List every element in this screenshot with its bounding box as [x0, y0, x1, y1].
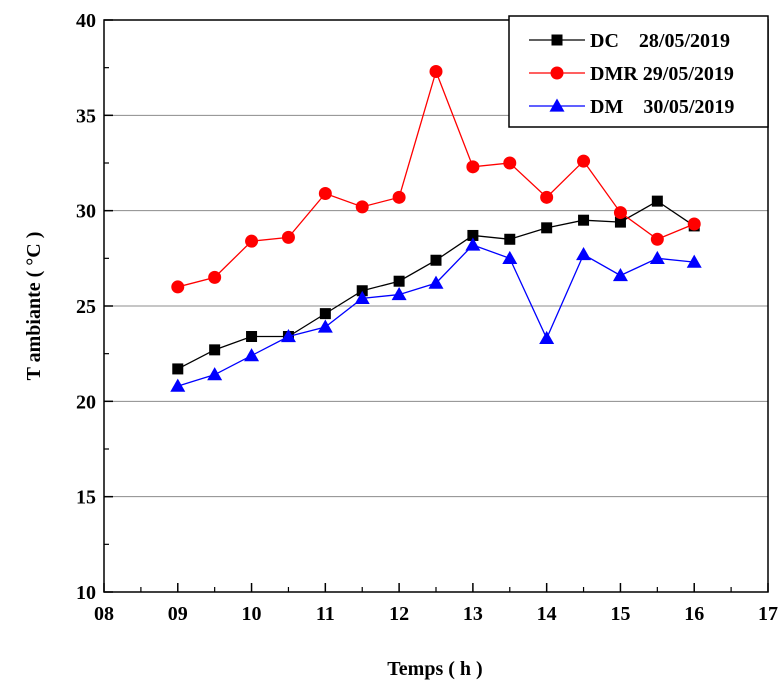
- x-tick-labels: 08 09 10 11 12 13 14 15 16 17: [94, 603, 778, 625]
- data-point: [318, 187, 332, 201]
- data-point: [391, 287, 407, 301]
- legend-entry: DMR 29/05/2019: [529, 63, 734, 85]
- data-point: [429, 64, 443, 78]
- y-tick-label: 10: [76, 582, 96, 604]
- data-point: [577, 154, 591, 168]
- data-point: [541, 222, 553, 234]
- data-point: [502, 250, 518, 264]
- x-tick-label: 08: [94, 603, 114, 625]
- data-point: [245, 234, 259, 248]
- data-point: [207, 367, 223, 381]
- x-tick-label: 09: [168, 603, 188, 625]
- data-point: [355, 200, 369, 214]
- data-point: [392, 190, 406, 204]
- legend-marker: [549, 98, 565, 112]
- legend-label: DMR 29/05/2019: [590, 63, 734, 85]
- data-point: [576, 247, 592, 261]
- data-point: [614, 216, 626, 228]
- legend-label: DC 28/05/2019: [590, 30, 730, 52]
- legend-marker: [551, 34, 563, 46]
- data-point: [650, 232, 664, 246]
- x-tick-label: 16: [684, 603, 704, 625]
- grid-lines: [104, 114, 768, 498]
- data-point: [354, 290, 370, 304]
- data-point: [246, 331, 258, 343]
- series-line: [177, 244, 695, 387]
- x-tick-label: 12: [389, 603, 409, 625]
- data-point: [244, 348, 260, 362]
- x-tick-label: 13: [463, 603, 483, 625]
- x-tick-label: 15: [610, 603, 630, 625]
- data-point: [578, 214, 590, 226]
- data-point: [170, 378, 186, 392]
- data-point: [503, 156, 517, 170]
- data-point: [317, 319, 333, 333]
- y-axis-title: T ambiante ( °C ): [23, 232, 45, 381]
- data-point: [540, 190, 554, 204]
- series-circle: [171, 64, 701, 294]
- legend-entry: DC 28/05/2019: [529, 30, 730, 52]
- data-point: [613, 206, 627, 220]
- y-tick-labels: 10 15 20 25 30 35 40: [76, 10, 96, 604]
- data-point: [612, 267, 628, 282]
- data-point: [209, 344, 221, 356]
- y-tick-label: 25: [76, 296, 96, 318]
- data-point: [465, 237, 481, 251]
- legend-marker: [550, 66, 564, 80]
- data-point: [281, 230, 295, 244]
- data-point: [428, 275, 444, 289]
- x-axis-title: Temps ( h ): [387, 658, 482, 680]
- tick-marks: [103, 19, 769, 593]
- data-point: [430, 254, 442, 266]
- data-point: [686, 254, 702, 268]
- legend-label: DM 30/05/2019: [590, 96, 734, 118]
- data-point: [504, 233, 516, 245]
- series-square: [172, 195, 700, 375]
- data-point: [171, 280, 185, 294]
- data-series: [170, 64, 702, 392]
- x-tick-label: 14: [537, 603, 557, 625]
- y-tick-label: 35: [76, 105, 96, 127]
- data-point: [687, 217, 701, 231]
- data-point: [651, 195, 663, 207]
- x-tick-label: 11: [316, 603, 335, 625]
- y-tick-label: 40: [76, 10, 96, 32]
- data-point: [649, 250, 665, 264]
- data-point: [393, 275, 405, 287]
- x-tick-label: 17: [758, 603, 778, 625]
- legend-entry: DM 30/05/2019: [529, 96, 734, 118]
- data-point: [466, 160, 480, 174]
- data-point: [172, 363, 184, 375]
- data-point: [208, 270, 222, 284]
- data-point: [539, 330, 555, 345]
- data-point: [356, 285, 368, 297]
- y-tick-label: 20: [76, 391, 96, 413]
- y-tick-label: 15: [76, 487, 96, 509]
- y-tick-label: 30: [76, 201, 96, 223]
- data-point: [280, 329, 296, 343]
- legend: DC 28/05/2019 DMR 29/05/2019 DM 30/05/2019: [508, 15, 769, 128]
- series-triangle: [170, 237, 702, 392]
- data-point: [467, 229, 479, 241]
- x-tick-label: 10: [242, 603, 262, 625]
- data-point: [319, 308, 331, 320]
